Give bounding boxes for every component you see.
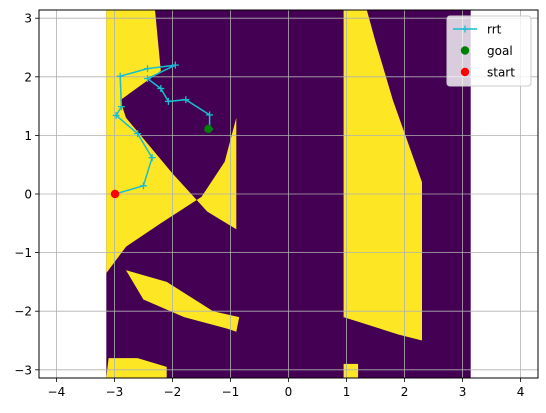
- legend-label-rrt: rrt: [487, 23, 502, 37]
- x-tick-label: 2: [401, 385, 409, 399]
- goal-point: [204, 125, 212, 133]
- x-tick-label: 3: [459, 385, 467, 399]
- x-tick-label: 4: [517, 385, 525, 399]
- y-tick-label: 1: [24, 129, 32, 143]
- legend-label-start: start: [487, 66, 515, 80]
- legend: rrt goal start: [447, 16, 531, 86]
- x-tick-label: −1: [222, 385, 240, 399]
- legend-marker-start: [461, 68, 469, 76]
- start-point: [111, 190, 119, 198]
- x-tick-label: −2: [164, 385, 182, 399]
- y-tick-label: −3: [14, 363, 32, 377]
- x-tick-label: −3: [106, 385, 124, 399]
- y-tick-label: −2: [14, 305, 32, 319]
- y-tick-label: −1: [14, 246, 32, 260]
- x-axis-ticks: −4 −3 −2 −1 0 1 2 3 4: [48, 378, 525, 399]
- free-space-region: [344, 364, 359, 378]
- legend-label-goal: goal: [487, 44, 513, 58]
- y-axis-ticks: −3 −2 −1 0 1 2 3: [14, 12, 39, 378]
- y-tick-label: 3: [24, 12, 32, 26]
- legend-marker-goal: [461, 46, 469, 54]
- x-tick-label: 0: [285, 385, 293, 399]
- x-tick-label: 1: [343, 385, 351, 399]
- y-tick-label: 2: [24, 70, 32, 84]
- x-tick-label: −4: [48, 385, 66, 399]
- y-tick-label: 0: [24, 188, 32, 202]
